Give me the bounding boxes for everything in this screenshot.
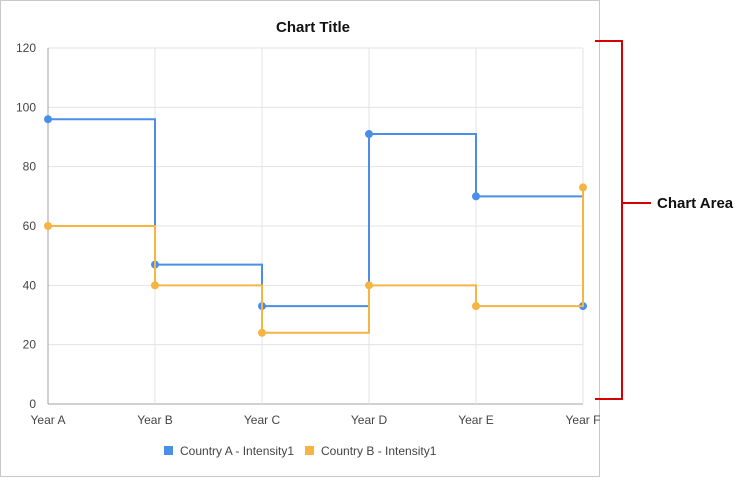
chart-title: Chart Title [276,19,350,36]
data-point [44,115,52,124]
x-tick-label: Year F [566,413,601,427]
y-tick-label: 40 [23,278,37,292]
legend: Country A - Intensity1 Country B - Intens… [164,444,437,458]
data-point [472,302,480,311]
x-tick-label: Year E [458,413,494,427]
chart-area-label: Chart Area [657,195,734,212]
data-point [579,183,587,192]
chart-area-annotation: Chart Area [595,40,734,400]
y-tick-label: 80 [23,160,37,174]
series-layer [44,115,587,337]
data-point [365,281,373,290]
data-point [365,130,373,139]
chart-area-bracket [595,40,623,400]
legend-swatch [305,446,314,455]
y-axis: 0 20 40 60 80 100 120 [16,41,36,411]
legend-swatch [164,446,173,455]
data-point [472,192,480,201]
x-tick-label: Year D [351,413,388,427]
data-point [258,328,266,337]
y-tick-label: 120 [16,41,36,55]
data-point [151,281,159,290]
x-axis: Year A Year B Year C Year D Year E Year F [31,413,601,427]
y-tick-label: 100 [16,100,36,114]
x-tick-label: Year A [31,413,66,427]
y-tick-label: 60 [23,219,37,233]
y-tick-label: 20 [23,338,37,352]
chart-frame [0,0,600,477]
legend-label: Country A - Intensity1 [180,444,294,458]
series-line-2 [48,187,584,334]
x-tick-label: Year B [137,413,173,427]
series-line-1 [48,118,584,308]
legend-label: Country B - Intensity1 [321,444,437,458]
y-tick-label: 0 [29,397,36,411]
x-tick-label: Year C [244,413,281,427]
data-point [44,222,52,230]
